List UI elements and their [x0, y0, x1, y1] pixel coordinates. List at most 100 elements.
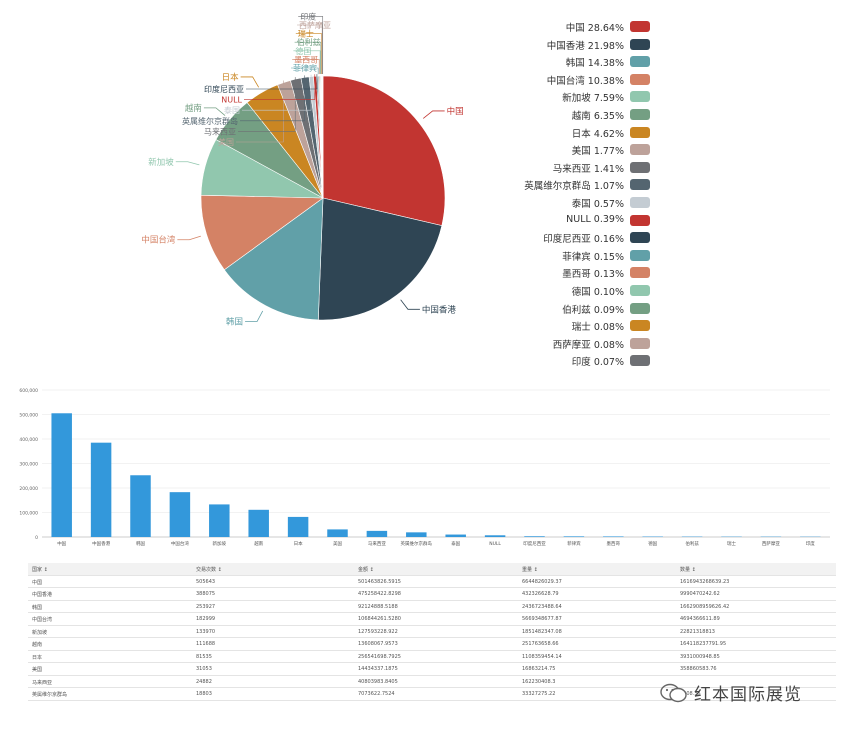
table-cell: 358860583.76: [680, 666, 717, 672]
legend-item[interactable]: 瑞士 0.08%: [530, 317, 650, 335]
bar-chart: 0 100,000 200,000 300,000 400,000 500,000 600,…: [19, 388, 830, 547]
legend-label: 德国 0.10%: [571, 286, 624, 298]
bar[interactable]: [366, 530, 388, 537]
table-cell: 81535: [196, 653, 212, 660]
legend-swatch: [630, 355, 650, 367]
legend-swatch: [630, 196, 650, 208]
pie-label: 西萨摩亚: [299, 20, 331, 30]
pie-label: 英属维尔京群岛: [182, 116, 238, 126]
table-cell: 9990470242.62: [680, 591, 720, 597]
legend-item[interactable]: NULL 0.39%: [530, 212, 650, 230]
pie-slice[interactable]: [322, 75, 446, 226]
legend-item[interactable]: 印度尼西亚 0.16%: [530, 229, 650, 247]
bar[interactable]: [524, 536, 545, 537]
table-header-cell[interactable]: 金额 ↕: [358, 567, 374, 573]
table-cell: 251763658.66: [522, 641, 559, 647]
bar[interactable]: [406, 532, 427, 537]
pie-label: 新加坡: [148, 157, 174, 168]
x-tick-label: 印度: [806, 540, 815, 547]
legend-swatch: [630, 232, 650, 244]
legend-item[interactable]: 越南 6.35%: [530, 106, 650, 124]
legend-swatch: [630, 302, 650, 314]
table-cell: 越南: [32, 642, 43, 648]
bar[interactable]: [327, 529, 348, 537]
pie-label-line: [244, 74, 316, 100]
legend-label: 中国香港 21.98%: [546, 40, 624, 52]
legend-item[interactable]: 新加坡 7.59%: [530, 88, 650, 106]
legend-item[interactable]: 美国 1.77%: [530, 141, 650, 159]
table-cell: 111688: [196, 641, 216, 647]
table-header-cell[interactable]: 交易次数 ↕: [196, 567, 222, 573]
legend-label: 马来西亚 1.41%: [552, 163, 624, 175]
pie-label: 日本: [222, 72, 240, 83]
legend-swatch: [630, 21, 650, 32]
legend-label: 泰国 0.57%: [571, 198, 624, 210]
legend-swatch: [630, 284, 650, 296]
y-tick-label: 400,000: [19, 437, 38, 443]
pie-slice[interactable]: [223, 197, 324, 321]
pie-slice[interactable]: [317, 197, 443, 321]
table-header-cell[interactable]: 国家 ↕: [32, 567, 48, 573]
bar[interactable]: [248, 509, 269, 537]
pie-slice[interactable]: [322, 75, 324, 199]
legend-item[interactable]: 墨西哥 0.13%: [530, 264, 650, 282]
bar[interactable]: [90, 442, 112, 537]
legend-item[interactable]: 中国台湾 10.38%: [530, 71, 650, 89]
legend-label: 越南 6.35%: [571, 110, 624, 122]
bar[interactable]: [445, 534, 466, 537]
table-cell: 31053: [196, 666, 212, 672]
table-cell: 18803: [196, 691, 212, 697]
bar[interactable]: [563, 536, 585, 537]
legend-item[interactable]: 中国 28.64%: [530, 18, 650, 36]
legend-swatch: [630, 214, 650, 226]
table-cell: 韩国: [32, 604, 43, 611]
legend-swatch: [630, 179, 650, 191]
legend-swatch: [630, 144, 650, 156]
bar[interactable]: [51, 413, 72, 537]
wechat-icon: [660, 683, 688, 703]
bar[interactable]: [287, 516, 309, 537]
legend-item[interactable]: 菲律宾 0.15%: [530, 247, 650, 265]
table-cell: 中国: [32, 579, 43, 586]
legend-item[interactable]: 中国香港 21.98%: [530, 36, 650, 54]
legend-item[interactable]: 德国 0.10%: [530, 282, 650, 300]
table-cell: 4694366611.89: [680, 616, 720, 622]
x-tick-label: 日本: [294, 540, 303, 547]
legend-label: 菲律宾 0.15%: [562, 251, 624, 263]
y-tick-label: 600,000: [19, 388, 38, 394]
bar[interactable]: [603, 536, 624, 537]
bar[interactable]: [484, 535, 506, 537]
bar[interactable]: [209, 504, 230, 537]
table-cell: 106844261.5280: [358, 616, 401, 622]
legend-item[interactable]: 泰国 0.57%: [530, 194, 650, 212]
legend-label: 墨西哥 0.13%: [562, 269, 624, 281]
pie-label-line: [291, 67, 319, 75]
table-row: 中国香港 388075 475258422.8298 432326628.79 9990…: [28, 588, 836, 601]
legend-item[interactable]: 西萨摩亚 0.08%: [530, 335, 650, 353]
pie-label: 菲律宾: [293, 63, 317, 73]
table-cell: 501463826.5915: [358, 578, 401, 585]
legend-item[interactable]: 印度 0.07%: [530, 352, 650, 370]
table-header-cell[interactable]: 数量 ↕: [680, 567, 696, 573]
table-cell: 16863214.75: [522, 666, 556, 672]
table-cell: 日本: [32, 654, 43, 661]
pie-label-line: [297, 24, 323, 75]
legend-swatch: [630, 38, 650, 50]
table-header-cell[interactable]: 重量 ↕: [522, 567, 538, 573]
legend-item[interactable]: 日本 4.62%: [530, 124, 650, 142]
x-tick-label: 瑞士: [727, 540, 736, 547]
table-cell: 美国: [32, 667, 43, 673]
legend-item[interactable]: 英属维尔京群岛 1.07%: [524, 176, 650, 194]
legend-item[interactable]: 韩国 14.38%: [530, 53, 650, 71]
legend-item[interactable]: 伯利兹 0.09%: [530, 300, 650, 318]
bar[interactable]: [130, 475, 151, 537]
pie-slice[interactable]: [200, 194, 324, 271]
pie-label-line: [175, 161, 200, 166]
legend-item[interactable]: 马来西亚 1.41%: [530, 159, 650, 177]
table-cell: 8008.35: [680, 691, 701, 697]
bar[interactable]: [169, 492, 191, 537]
x-tick-label: 墨西哥: [607, 541, 621, 547]
pie-label-line: [298, 16, 324, 75]
table-cell: 中国台湾: [32, 617, 53, 623]
legend-swatch: [630, 267, 650, 279]
